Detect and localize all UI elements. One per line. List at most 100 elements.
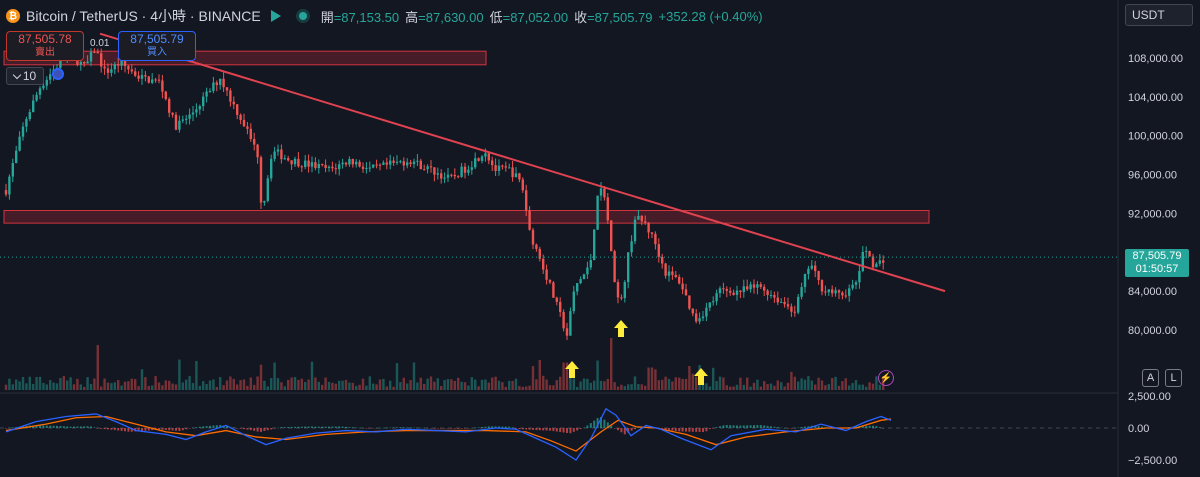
macd-histogram-bar [59,425,62,428]
candle-body [684,289,688,296]
candle-body [875,263,878,268]
volume-bar [756,379,759,390]
volume-bar [667,378,671,390]
volume-bar [21,376,25,390]
candle-body [671,271,674,275]
candle-body [15,150,18,163]
candle-body [365,168,368,170]
macd-histogram-bar [76,426,79,428]
buy-button[interactable]: 87,505.79 買入 [118,31,196,61]
macd-histogram-bar [277,427,279,429]
candle-body [759,284,762,287]
auto-scale-button[interactable]: A [1142,369,1159,387]
candle-body [528,210,531,230]
volume-bar [803,379,807,390]
candle-body [375,164,378,166]
volume-bar [786,382,790,390]
candle-body [508,167,511,169]
symbol-title[interactable]: Bitcoin / TetherUS · 4小時 · BINANCE [26,8,261,24]
candle-body [868,251,871,257]
volume-bar [742,384,745,390]
volume-bar [283,386,286,390]
macd-histogram-bar [56,425,58,428]
price-tick-label: 80,000.00 [1128,325,1177,337]
volume-bar [576,386,579,390]
macd-histogram-bar [617,428,619,431]
macd-histogram-bar [256,428,259,432]
descending-trendline[interactable] [99,32,946,293]
macd-histogram-bar [678,428,681,432]
volume-bar [552,385,555,390]
chevron-down-icon [12,70,22,79]
candle-body [198,106,201,110]
volume-bar [406,383,409,390]
candle-body [712,301,715,303]
macd-histogram-bar [474,427,477,429]
indicator-toggle[interactable]: 10 [6,67,44,85]
macd-histogram-bar [396,427,398,428]
macd-histogram-bar [372,428,375,429]
candle-body [154,79,157,81]
volume-bar [763,381,766,390]
macd-histogram-bar [168,428,171,431]
macd-histogram-bar [705,428,708,432]
ohlc-close: 收=87,505.79 [574,9,653,25]
candle-body [406,162,409,166]
macd-histogram-bar [457,428,460,429]
candle-body [42,85,45,89]
flag-icon[interactable] [270,10,281,22]
candle-body [368,167,371,169]
indicator-icon[interactable] [52,68,64,80]
volume-bar [8,378,11,390]
macd-histogram-bar [317,426,320,428]
volume-bar [773,385,776,390]
lightning-icon[interactable]: ⚡ [878,370,894,386]
macd-histogram-bar [287,427,290,428]
trendline [99,32,946,293]
candle-body [195,109,198,113]
candle-body [222,78,225,88]
currency-select[interactable]: USDT [1125,4,1193,26]
chart-gridlines [0,0,1119,477]
volume-bar [654,369,657,390]
volume-bar [18,381,21,390]
candle-body [851,284,854,289]
volume-bar [854,380,858,390]
volume-bar [144,377,147,390]
volume-bar [123,381,127,390]
candle-body [790,306,793,312]
candle-body [215,82,218,85]
macd-histogram-bar [491,426,494,428]
candle-body [640,215,643,222]
candle-body [773,294,776,298]
candle-body [647,222,650,233]
macd-histogram-bar [175,428,177,431]
volume-bar [127,381,130,390]
candle-body [137,75,140,79]
macd-histogram-bar [147,428,150,431]
candle-body [820,280,824,292]
macd-histogram-bar [861,425,864,428]
macd-histogram-bar [460,428,463,429]
sell-button[interactable]: 87,505.78 賣出 [6,31,84,61]
volume-bar [562,362,565,390]
macd-histogram-bar [406,427,409,428]
macd-histogram-bar [732,425,735,428]
macd-histogram-bar [535,428,538,431]
macd-histogram-bar [83,426,86,428]
volume-bar [705,383,708,390]
volume-bar [62,376,65,390]
macd-histogram-bar [181,428,184,431]
volume-bar [746,377,749,390]
volume-bar [868,382,871,390]
candle-body [565,328,569,336]
candle-body [300,166,303,168]
volume-bar [718,376,722,390]
volume-bar [338,380,341,390]
indicator-count: 10 [22,69,37,83]
volume-bar [83,386,86,390]
log-scale-button[interactable]: L [1165,369,1182,387]
macd-histogram-bar [668,428,670,431]
volume-bar [817,377,820,390]
